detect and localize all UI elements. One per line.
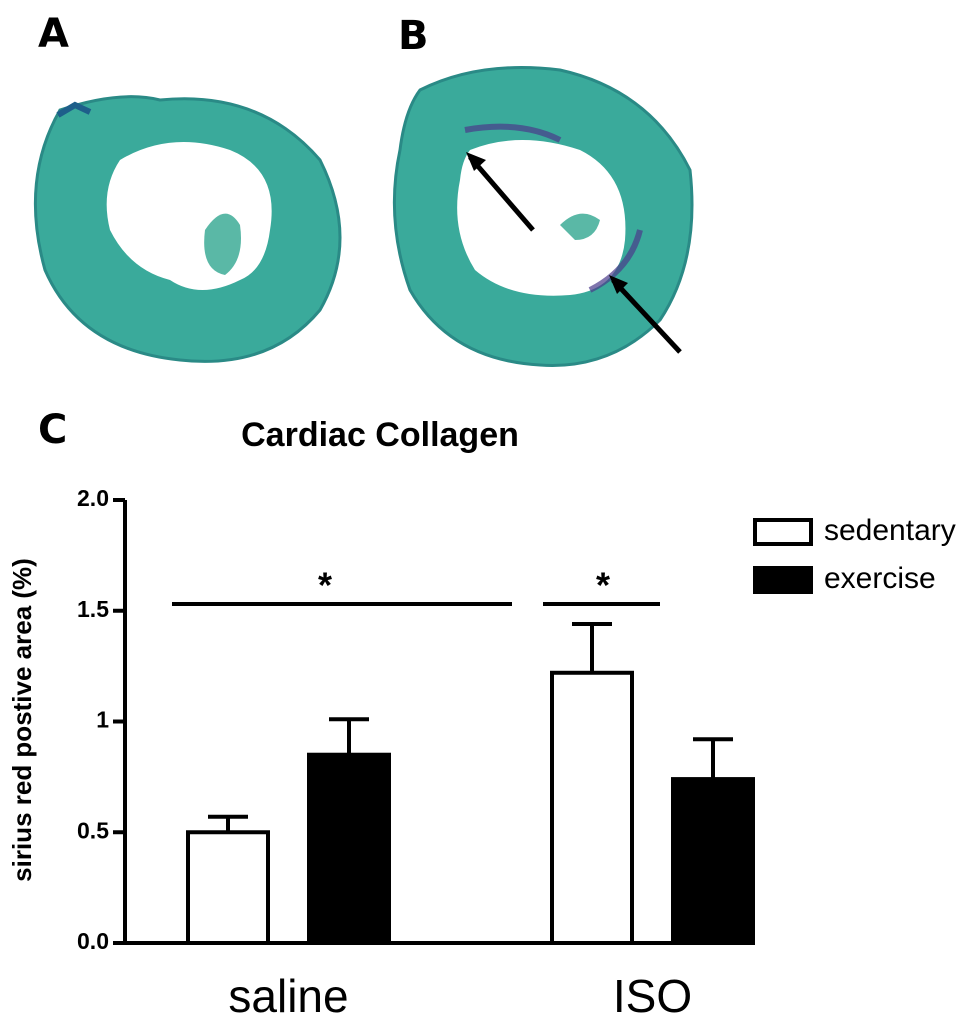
legend-swatch	[753, 518, 813, 546]
y-tick-label: 1.5	[77, 596, 109, 622]
bar	[186, 830, 270, 945]
bar	[307, 752, 391, 945]
panel-label: C	[38, 407, 67, 453]
legend-swatch	[753, 566, 813, 594]
x-tick-label: saline	[228, 970, 348, 1022]
error-bar	[693, 737, 733, 780]
bar	[550, 670, 634, 946]
x-tick-label: ISO	[613, 970, 692, 1022]
y-tick-label: 0.5	[77, 817, 109, 843]
error-bar	[329, 717, 369, 755]
significance-star: *	[596, 565, 610, 606]
panel-label: A	[38, 11, 69, 57]
y-tick-label: 1	[96, 707, 109, 733]
chart-title: Cardiac Collagen	[241, 416, 519, 454]
y-tick-label: 0.0	[77, 928, 109, 954]
significance-star: *	[318, 565, 332, 606]
panel-label: B	[398, 13, 429, 59]
legend-label: exercise	[824, 562, 936, 595]
legend-label: sedentary	[824, 514, 956, 547]
histology-a	[33, 95, 342, 363]
y-tick-label: 2.0	[77, 485, 109, 511]
error-bar	[208, 814, 248, 833]
y-axis-label: sirius red postive area (%)	[7, 558, 37, 882]
histology-b	[392, 66, 694, 367]
bar	[671, 777, 755, 946]
error-bar	[572, 622, 612, 673]
